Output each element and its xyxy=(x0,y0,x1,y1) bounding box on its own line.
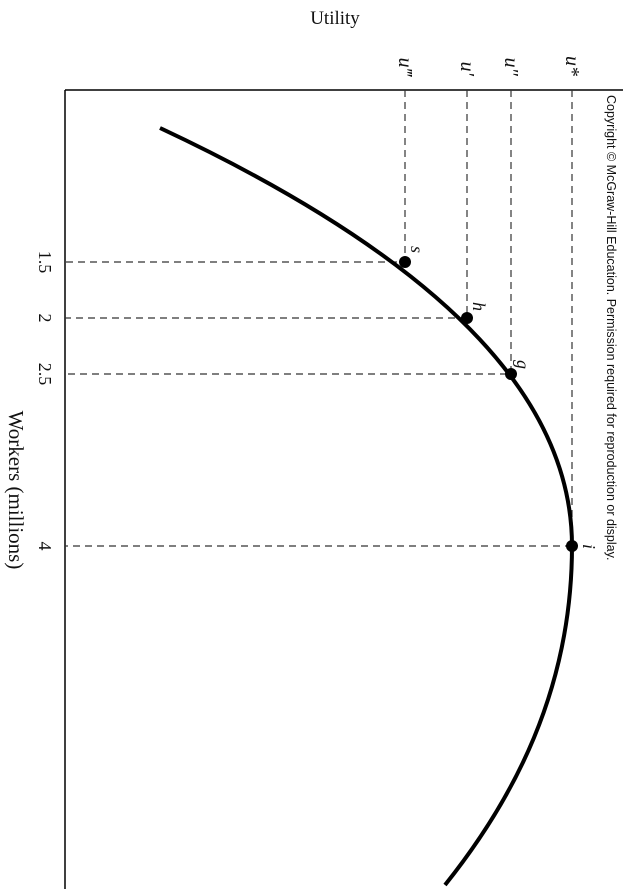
point-label: s xyxy=(407,246,427,253)
guide-h xyxy=(65,90,468,319)
x-tick-label: 4 xyxy=(35,542,55,551)
utility-curve xyxy=(159,126,575,887)
point xyxy=(399,256,411,268)
utility-level: u″ xyxy=(500,58,522,77)
point-label: i xyxy=(579,544,599,549)
point-label: g xyxy=(513,360,533,369)
x-axis-label: Workers (millions) xyxy=(4,411,28,570)
x-tick-label: 1.5 xyxy=(35,251,55,274)
point-label: h xyxy=(469,302,489,311)
point xyxy=(461,312,473,324)
point xyxy=(566,540,578,552)
utility-level: u* xyxy=(561,56,583,76)
copyright: Copyright © McGraw-Hill Education. Permi… xyxy=(604,95,618,560)
utility-level: u‴ xyxy=(394,58,416,78)
x-tick-label: 2 xyxy=(35,314,55,323)
point xyxy=(505,368,517,380)
rotated-chart: s h g i u‴ u′ u″ u* 1.5 2 2.5 4 Workers … xyxy=(4,56,623,889)
utility-title: Utility xyxy=(310,8,360,29)
guide-g xyxy=(65,90,512,375)
utility-level: u′ xyxy=(456,62,478,77)
x-tick-label: 2.5 xyxy=(35,363,55,386)
